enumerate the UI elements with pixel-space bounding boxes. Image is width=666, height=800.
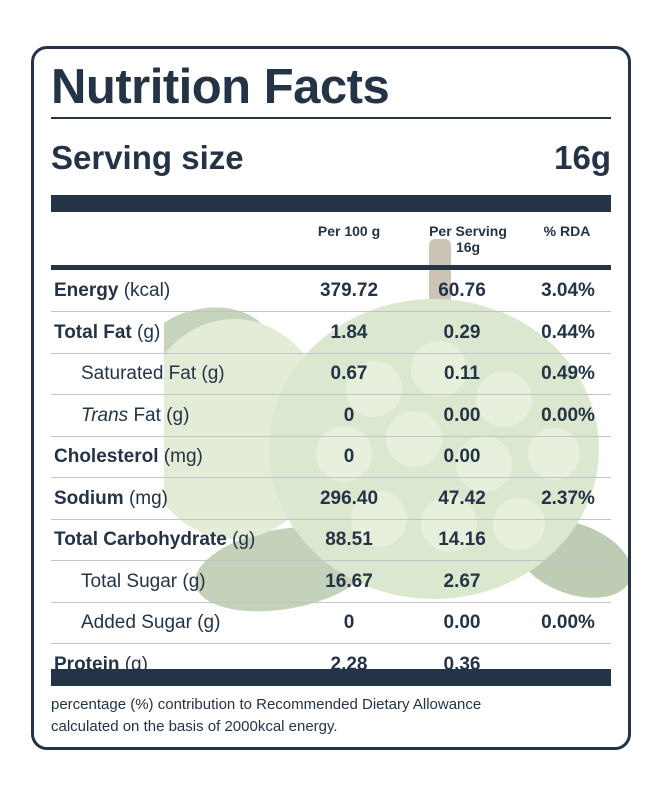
value-per-100g: 88.51 (325, 529, 373, 550)
footnote: percentage (%) contribution to Recommend… (51, 694, 611, 738)
value-per-serving: 0.00 (443, 446, 481, 467)
nutrient-unit: (g) (160, 404, 190, 426)
nutrient-unit: (g) (131, 321, 161, 343)
nutrient-unit: (g) (226, 529, 256, 550)
value-rda: 0.00% (541, 404, 595, 426)
nutrient-unit: (g) (177, 570, 206, 592)
value-per-serving: 2.67 (443, 570, 481, 592)
nutrient-name: Sodium (54, 487, 124, 509)
serving-size-label: Serving size (51, 139, 244, 176)
title-divider (51, 117, 611, 119)
nutrient-name: Total Carbohydrate (54, 529, 227, 550)
nutrient-unit: (kcal) (118, 280, 171, 301)
value-per-serving: 47.42 (438, 487, 486, 509)
nutrient-unit: (g) (191, 612, 221, 633)
nutrient-name: Cholesterol (54, 446, 159, 467)
table-bottom-divider (51, 669, 611, 686)
column-header-per-serving: Per Serving 16g (429, 223, 507, 255)
nutrient-name: Added Sugar (81, 612, 192, 633)
nutrient-name-suffix: Fat (128, 404, 161, 426)
nutrient-label: Sodium (mg) (54, 488, 168, 510)
header-divider (51, 265, 611, 270)
table-row: Trans Fat (g) 0 0.00 0.00% (51, 396, 611, 437)
value-rda: 0.44% (541, 321, 595, 343)
value-per-serving: 0.29 (443, 321, 481, 343)
nutrient-unit: (mg) (123, 487, 168, 509)
page-title: Nutrition Facts (51, 60, 390, 114)
value-rda: 0.00% (541, 612, 595, 633)
footnote-line-1: percentage (%) contribution to Recommend… (51, 696, 482, 713)
value-per-100g: 0 (343, 612, 355, 633)
nutrient-unit: (g) (196, 363, 225, 384)
column-header-rda: % RDA (543, 223, 591, 239)
nutrient-label: Total Fat (g) (54, 322, 160, 344)
nutrient-unit: (mg) (158, 446, 203, 467)
value-per-serving: 14.16 (438, 529, 486, 550)
nutrient-label: Trans Fat (g) (81, 405, 189, 427)
value-per-serving: 0.11 (444, 363, 480, 384)
serving-size-value: 16g (554, 139, 611, 176)
nutrition-facts-panel: Nutrition Facts Serving size 16g Per 100… (31, 46, 631, 750)
table-row: Sodium (mg) 296.40 47.42 2.37% (51, 479, 611, 520)
nutrient-label: Total Carbohydrate (g) (54, 529, 255, 551)
table-row: Added Sugar (g) 0 0.00 0.00% (51, 603, 611, 644)
column-header-per-100g: Per 100 g (317, 223, 381, 239)
value-per-serving: 0.00 (443, 612, 481, 633)
nutrient-label: Energy (kcal) (54, 280, 170, 302)
value-per-100g: 0 (343, 446, 355, 467)
nutrient-name: Trans (81, 404, 129, 426)
value-per-serving: 60.76 (438, 280, 486, 301)
value-per-100g: 16.67 (325, 570, 373, 592)
table-row: Energy (kcal) 379.72 60.76 3.04% (51, 271, 611, 312)
value-rda: 2.37% (541, 487, 595, 509)
value-per-100g: 379.72 (319, 280, 379, 301)
value-rda: 3.04% (541, 280, 595, 301)
nutrient-label: Cholesterol (mg) (54, 446, 203, 468)
nutrient-label: Total Sugar (g) (81, 571, 206, 593)
serving-divider (51, 195, 611, 212)
value-per-100g: 0 (343, 404, 355, 426)
nutrient-name: Energy (54, 280, 119, 301)
value-per-serving: 0.00 (443, 404, 481, 426)
table-row: Total Fat (g) 1.84 0.29 0.44% (51, 313, 611, 354)
value-rda: 0.49% (541, 363, 595, 384)
table-row: Cholesterol (mg) 0 0.00 (51, 437, 611, 478)
nutrient-name: Total Fat (54, 321, 132, 343)
custard-apple-image (164, 239, 628, 612)
value-per-100g: 296.40 (319, 487, 379, 509)
value-per-100g: 1.84 (330, 321, 368, 343)
nutrient-name: Total Sugar (81, 570, 178, 592)
nutrient-label: Added Sugar (g) (81, 612, 220, 634)
table-row: Total Carbohydrate (g) 88.51 14.16 (51, 520, 611, 561)
nutrient-label: Saturated Fat (g) (81, 363, 225, 385)
footnote-line-2: calculated on the basis of 2000kcal ener… (51, 718, 338, 735)
value-per-100g: 0.67 (330, 363, 368, 384)
table-row: Total Sugar (g) 16.67 2.67 (51, 562, 611, 603)
table-row: Saturated Fat (g) 0.67 0.11 0.49% (51, 354, 611, 395)
nutrient-name: Saturated Fat (81, 363, 197, 384)
